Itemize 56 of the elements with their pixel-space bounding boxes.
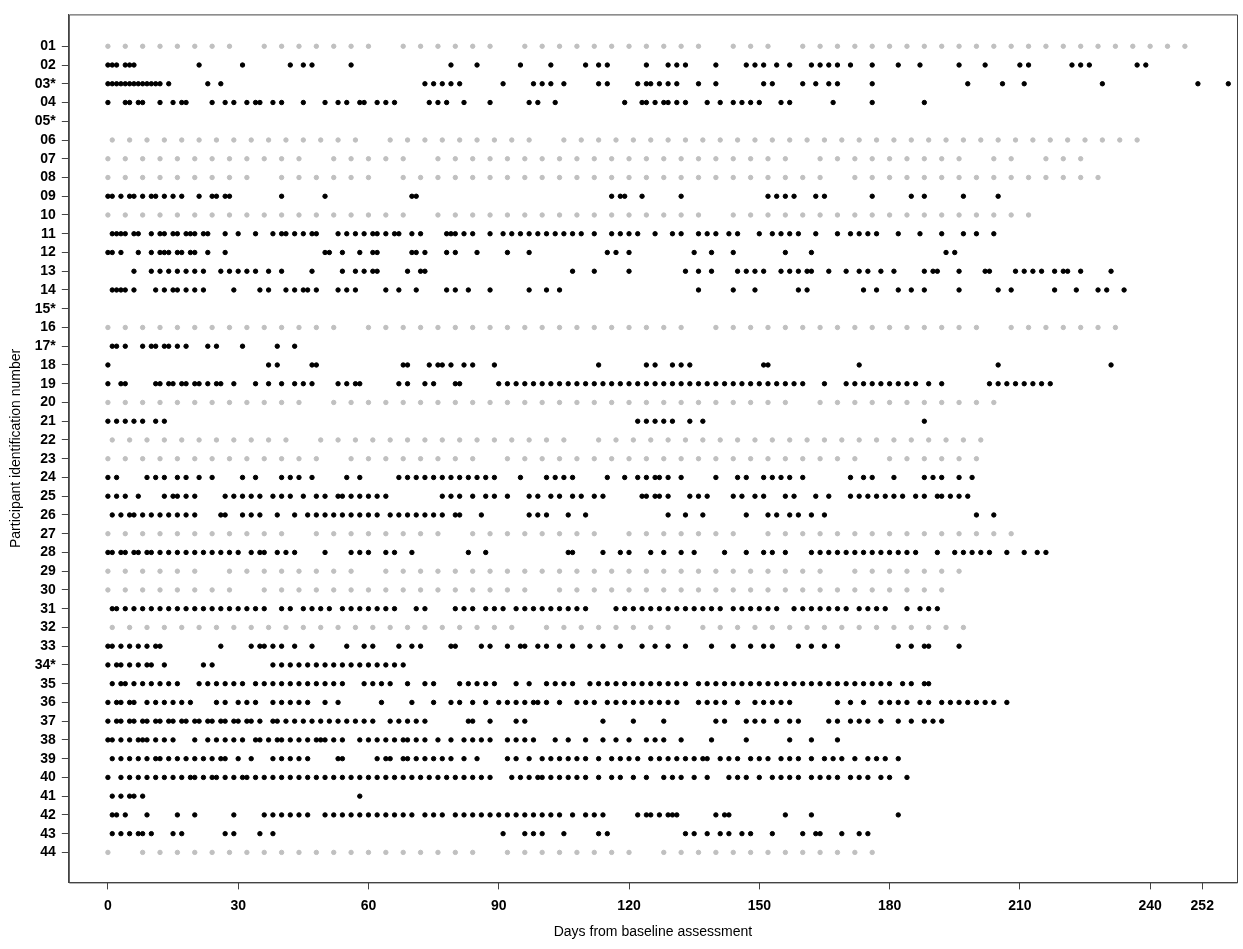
y-tick-label: 04: [40, 93, 57, 110]
y-tick-label: 21: [40, 412, 57, 429]
y-tick-label: 11: [41, 224, 57, 241]
y-tick-label: 42: [40, 805, 57, 822]
y-tick-label: 30: [40, 580, 57, 597]
y-tick-label: 41: [40, 787, 57, 804]
x-tick-label: 252: [1190, 896, 1215, 913]
y-tick-label: 06: [40, 130, 57, 147]
y-tick-label: 22: [40, 430, 57, 447]
y-tick-label: 16: [40, 318, 57, 335]
x-tick-label: 210: [1008, 896, 1032, 913]
x-tick-label: 150: [747, 896, 772, 913]
y-tick-label: 36: [40, 693, 57, 710]
y-tick-label: 23: [40, 449, 57, 466]
y-tick-label: 44: [40, 843, 57, 860]
x-axis-title: Days from baseline assessment: [553, 923, 753, 940]
y-tick-label: 17*: [34, 337, 57, 354]
y-axis-title: Participant identification number: [7, 348, 24, 549]
y-tick-label: 10: [40, 205, 57, 222]
y-tick-label: 20: [40, 393, 57, 410]
y-tick-label: 29: [40, 562, 57, 579]
x-tick-label: 180: [877, 896, 902, 913]
x-tick-label: 30: [230, 896, 247, 913]
y-tick-label: 25: [40, 487, 57, 504]
y-tick-label: 40: [40, 768, 57, 785]
x-tick-label: 120: [617, 896, 641, 913]
y-tick-label: 05*: [34, 112, 57, 129]
y-tick-label: 27: [40, 524, 57, 541]
y-tick-label: 32: [40, 618, 57, 635]
y-tick-label: 38: [40, 730, 57, 747]
y-tick-label: 19: [40, 374, 57, 391]
y-tick-label: 12: [40, 243, 57, 260]
y-tick-label: 08: [40, 168, 57, 185]
y-tick-label: 09: [40, 187, 57, 204]
y-tick-label: 28: [40, 543, 57, 560]
y-tick-label: 07: [40, 149, 57, 166]
x-tick-label: 90: [490, 896, 507, 913]
y-tick-label: 34*: [34, 655, 57, 672]
y-tick-label: 13: [40, 262, 57, 279]
y-tick-label: 24: [40, 468, 57, 485]
x-tick-label: 60: [360, 896, 377, 913]
y-tick-label: 33: [40, 637, 57, 654]
x-tick-label: 0: [104, 896, 113, 913]
y-tick-label: 14: [40, 280, 57, 297]
y-tick-label: 31: [40, 599, 57, 616]
y-tick-label: 37: [40, 712, 57, 729]
y-tick-label: 43: [40, 824, 57, 841]
y-tick-label: 18: [40, 355, 57, 372]
y-tick-label: 01: [40, 37, 57, 54]
y-tick-label: 02: [40, 55, 57, 72]
y-tick-label: 03*: [34, 74, 57, 91]
y-tick-label: 26: [40, 505, 57, 522]
y-tick-label: 15*: [34, 299, 57, 316]
x-tick-label: 240: [1138, 896, 1163, 913]
y-tick-label: 39: [40, 749, 57, 766]
y-tick-label: 35: [40, 674, 57, 691]
